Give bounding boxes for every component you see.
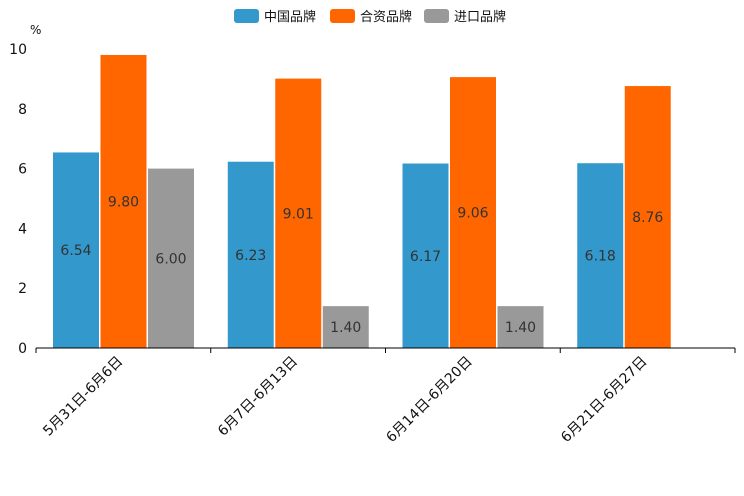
x-category-label: 6月21日-6月27日: [558, 354, 650, 446]
bar: [322, 306, 369, 348]
y-tick-label: 10: [9, 42, 27, 58]
bar: [497, 306, 544, 348]
bar-value-label: 6.18: [585, 249, 616, 265]
bar: [624, 86, 671, 349]
y-tick-label: 4: [18, 221, 27, 237]
bar-value-label: 9.06: [457, 206, 488, 222]
y-axis-unit-label: %: [30, 23, 41, 37]
legend-label: 中国品牌: [264, 9, 316, 25]
bar-value-label: 1.40: [505, 320, 536, 336]
legend-label: 合资品牌: [360, 9, 412, 25]
x-axis-ticks: 5月31日-6月6日 6月7日-6月13日 6月14日-6月20日 6月21日-6月2…: [35, 348, 736, 446]
y-axis-ticks: 0 2 4 6 8 10: [9, 42, 27, 357]
legend-swatch: [234, 9, 259, 23]
legend: 中国品牌 合资品牌 进口品牌: [234, 9, 506, 25]
legend-label: 进口品牌: [454, 9, 506, 25]
x-category-label: 6月14日-6月20日: [383, 354, 475, 446]
x-category-label: 6月7日-6月13日: [215, 354, 301, 440]
y-tick-label: 0: [18, 341, 27, 357]
bar-value-label: 9.80: [108, 194, 139, 210]
y-tick-label: 8: [18, 102, 27, 118]
y-tick-label: 6: [18, 162, 27, 178]
legend-swatch: [424, 9, 449, 23]
bar: [402, 163, 449, 348]
bar: [100, 54, 147, 348]
bar-value-label: 8.76: [632, 210, 663, 226]
bar-value-label: 6.00: [155, 251, 186, 267]
bar-value-label: 6.23: [235, 248, 266, 264]
bar: [450, 77, 496, 348]
bar-value-label: 6.17: [410, 249, 441, 265]
bar: [227, 161, 274, 348]
x-category-label: 5月31日-6月6日: [40, 354, 126, 440]
bar: [53, 152, 99, 348]
bar-value-label: 1.40: [330, 320, 361, 336]
bar-value-label: 9.01: [283, 206, 314, 222]
bar: [275, 78, 322, 348]
y-tick-label: 2: [18, 281, 27, 297]
bar-value-label: 6.54: [60, 243, 91, 259]
bar: [577, 163, 624, 348]
bars: 6.54 9.80 6.00 6.23 9.01 1.40 6.17 9.06 1.40 6.18…: [53, 54, 671, 349]
bar: [148, 168, 194, 348]
legend-swatch: [330, 9, 355, 23]
